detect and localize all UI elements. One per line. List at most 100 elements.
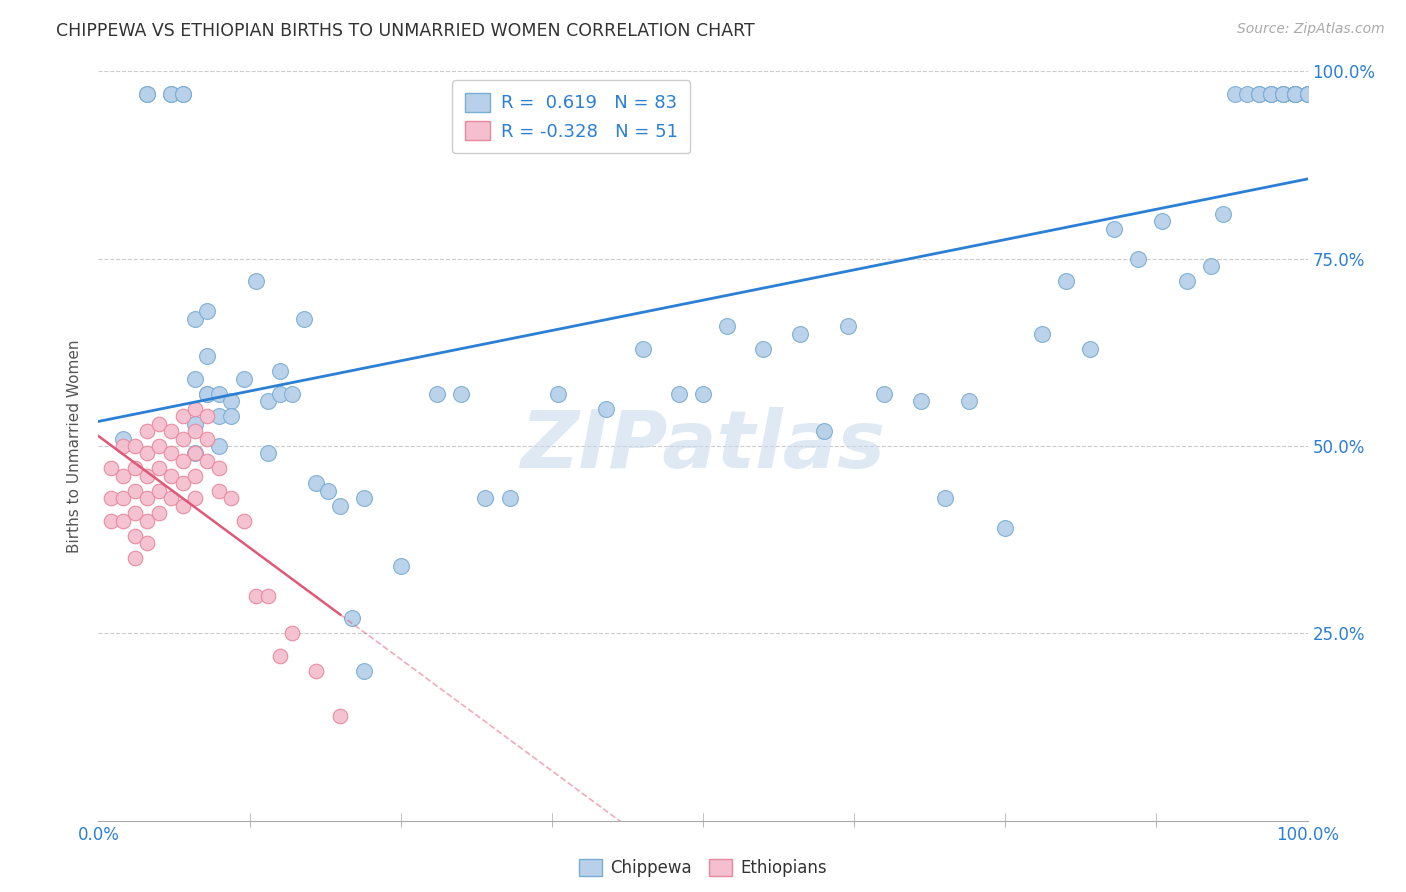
Point xyxy=(184,446,207,460)
Point xyxy=(994,521,1017,535)
Point xyxy=(172,432,194,446)
Point xyxy=(292,311,315,326)
Point xyxy=(1152,214,1174,228)
Point xyxy=(1212,207,1234,221)
Point xyxy=(281,386,304,401)
Point xyxy=(195,454,218,468)
Point xyxy=(1296,87,1319,101)
Point xyxy=(631,342,654,356)
Text: CHIPPEWA VS ETHIOPIAN BIRTHS TO UNMARRIED WOMEN CORRELATION CHART: CHIPPEWA VS ETHIOPIAN BIRTHS TO UNMARRIE… xyxy=(56,22,755,40)
Point xyxy=(1249,87,1271,101)
Point xyxy=(111,439,134,453)
Point xyxy=(184,424,207,438)
Point xyxy=(172,499,194,513)
Point xyxy=(1296,87,1319,101)
Point xyxy=(160,491,183,506)
Point xyxy=(281,626,304,640)
Point xyxy=(305,476,328,491)
Point xyxy=(1284,87,1306,101)
Point xyxy=(172,409,194,423)
Point xyxy=(160,469,183,483)
Point xyxy=(221,409,243,423)
Point xyxy=(184,401,207,416)
Point xyxy=(172,87,194,101)
Point xyxy=(1249,87,1271,101)
Point xyxy=(1284,87,1306,101)
Point xyxy=(184,469,207,483)
Point xyxy=(1199,259,1222,273)
Point xyxy=(256,446,278,460)
Point xyxy=(124,461,146,475)
Point xyxy=(172,87,194,101)
Point xyxy=(135,87,157,101)
Point xyxy=(269,364,291,378)
Legend: R =  0.619   N = 83, R = -0.328   N = 51: R = 0.619 N = 83, R = -0.328 N = 51 xyxy=(453,80,690,153)
Point xyxy=(160,87,183,101)
Point xyxy=(195,386,218,401)
Point xyxy=(184,491,207,506)
Point xyxy=(148,483,170,498)
Point xyxy=(547,386,569,401)
Point xyxy=(316,483,339,498)
Text: ZIPatlas: ZIPatlas xyxy=(520,407,886,485)
Point xyxy=(160,87,183,101)
Point xyxy=(135,87,157,101)
Point xyxy=(1296,87,1319,101)
Point xyxy=(752,342,775,356)
Point xyxy=(135,491,157,506)
Point xyxy=(910,394,932,409)
Point xyxy=(1260,87,1282,101)
Point xyxy=(1175,274,1198,288)
Point xyxy=(692,386,714,401)
Legend: Chippewa, Ethiopians: Chippewa, Ethiopians xyxy=(572,852,834,884)
Point xyxy=(1296,87,1319,101)
Point xyxy=(474,491,496,506)
Point xyxy=(208,439,231,453)
Point xyxy=(342,611,364,625)
Point xyxy=(184,311,207,326)
Point xyxy=(124,507,146,521)
Point xyxy=(1128,252,1150,266)
Point xyxy=(172,476,194,491)
Point xyxy=(1031,326,1053,341)
Point xyxy=(232,514,254,528)
Point xyxy=(111,491,134,506)
Point xyxy=(716,319,738,334)
Point xyxy=(124,551,146,566)
Point xyxy=(245,274,267,288)
Point xyxy=(329,708,352,723)
Point xyxy=(1284,87,1306,101)
Point xyxy=(184,417,207,431)
Point xyxy=(595,401,617,416)
Point xyxy=(111,432,134,446)
Point xyxy=(245,589,267,603)
Point xyxy=(184,371,207,385)
Point xyxy=(195,304,218,318)
Point xyxy=(135,446,157,460)
Point xyxy=(305,664,328,678)
Point xyxy=(208,409,231,423)
Point xyxy=(124,529,146,543)
Point xyxy=(195,386,218,401)
Point xyxy=(148,461,170,475)
Point xyxy=(668,386,690,401)
Point xyxy=(269,386,291,401)
Point xyxy=(221,491,243,506)
Point xyxy=(1236,87,1258,101)
Point xyxy=(329,499,352,513)
Point xyxy=(1296,87,1319,101)
Point xyxy=(957,394,980,409)
Point xyxy=(111,469,134,483)
Point xyxy=(789,326,811,341)
Point xyxy=(184,446,207,460)
Point xyxy=(135,424,157,438)
Point xyxy=(208,483,231,498)
Point xyxy=(873,386,896,401)
Point xyxy=(208,461,231,475)
Point xyxy=(1054,274,1077,288)
Point xyxy=(208,386,231,401)
Point xyxy=(1272,87,1295,101)
Point xyxy=(111,514,134,528)
Point xyxy=(124,483,146,498)
Point xyxy=(124,439,146,453)
